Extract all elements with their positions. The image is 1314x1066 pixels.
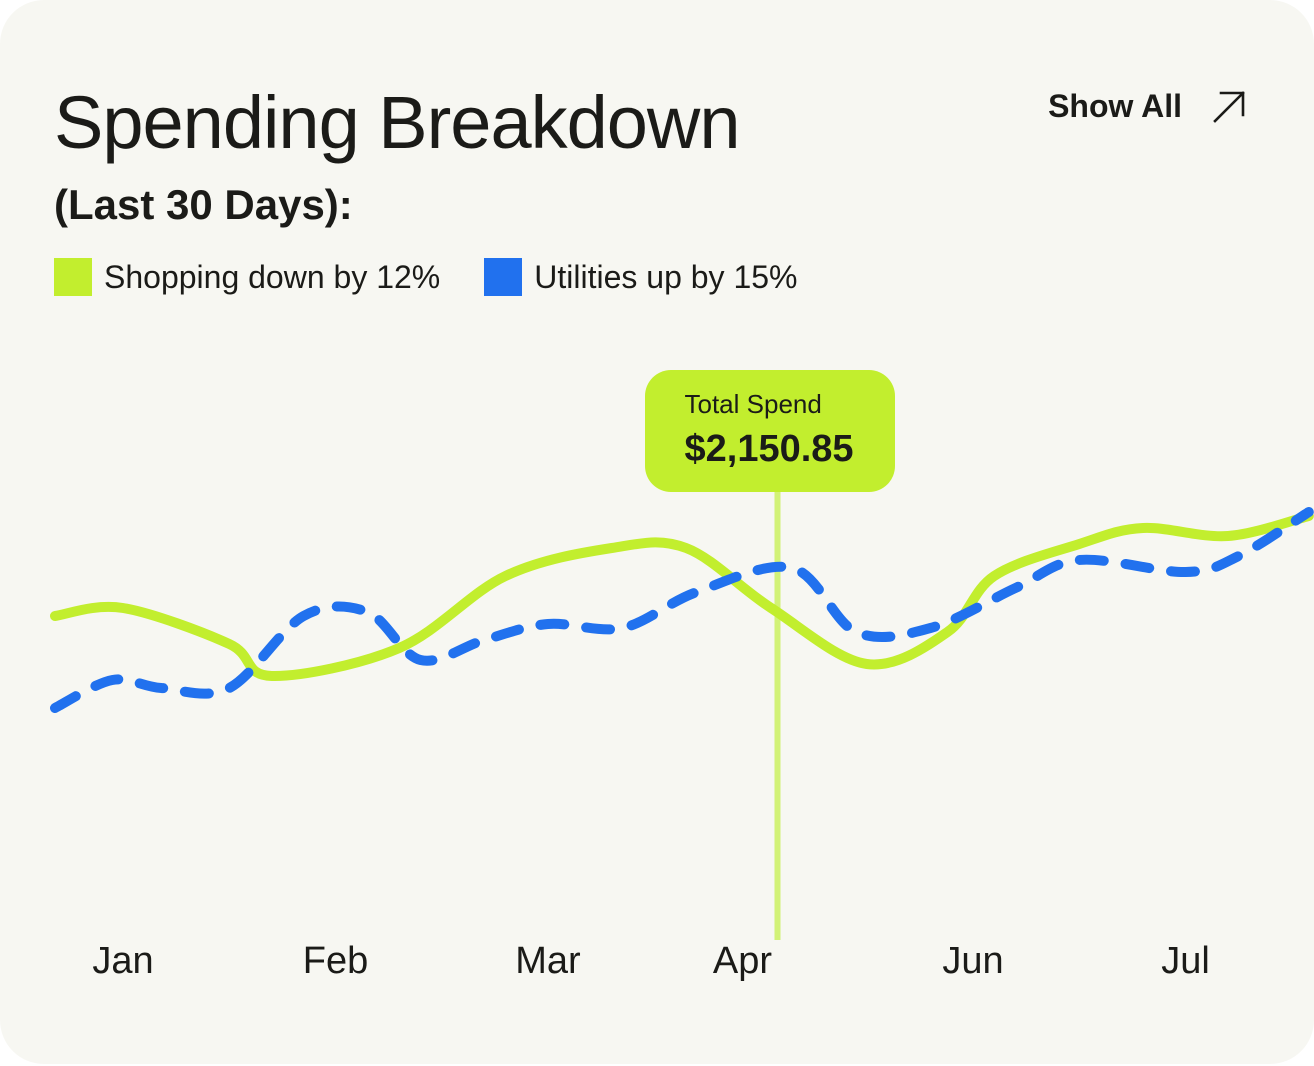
x-tick-label: Jul [1161, 940, 1210, 982]
chart-title: Spending Breakdown [54, 81, 741, 164]
chart-subtitle: (Last 30 Days): [54, 181, 353, 228]
x-tick-label: Feb [302, 940, 369, 982]
series-line-utilities [50, 507, 1314, 713]
legend-item-utilities[interactable]: Utilities up by 15% [484, 258, 797, 296]
legend-label-utilities: Utilities up by 15% [534, 258, 798, 295]
x-axis: Jan Feb Mar Apr Jun Jul [0, 940, 1314, 990]
tooltip-label: Total Spend [684, 389, 822, 419]
x-tick-label: Jun [942, 940, 1004, 982]
x-tick-label: Apr [712, 940, 773, 982]
x-tick-label: Mar [515, 940, 581, 982]
legend-label-shopping: Shopping down by 12% [104, 258, 441, 295]
x-tick-label: Jan [92, 940, 154, 982]
legend-swatch-shopping [54, 258, 92, 296]
show-all-label: Show All [1048, 88, 1182, 124]
series-line-shopping [50, 511, 1314, 682]
arrow-up-right-icon [1213, 90, 1245, 123]
legend-swatch-utilities [484, 258, 523, 296]
tooltip-value: $2,150.85 [684, 427, 854, 470]
total-spend-tooltip: Total Spend $2,150.85 [644, 370, 895, 492]
legend-item-shopping[interactable]: Shopping down by 12% [54, 258, 440, 296]
chart-legend: Shopping down by 12% Utilities up by 15% [54, 258, 797, 296]
show-all-button[interactable]: Show All [1048, 88, 1246, 125]
